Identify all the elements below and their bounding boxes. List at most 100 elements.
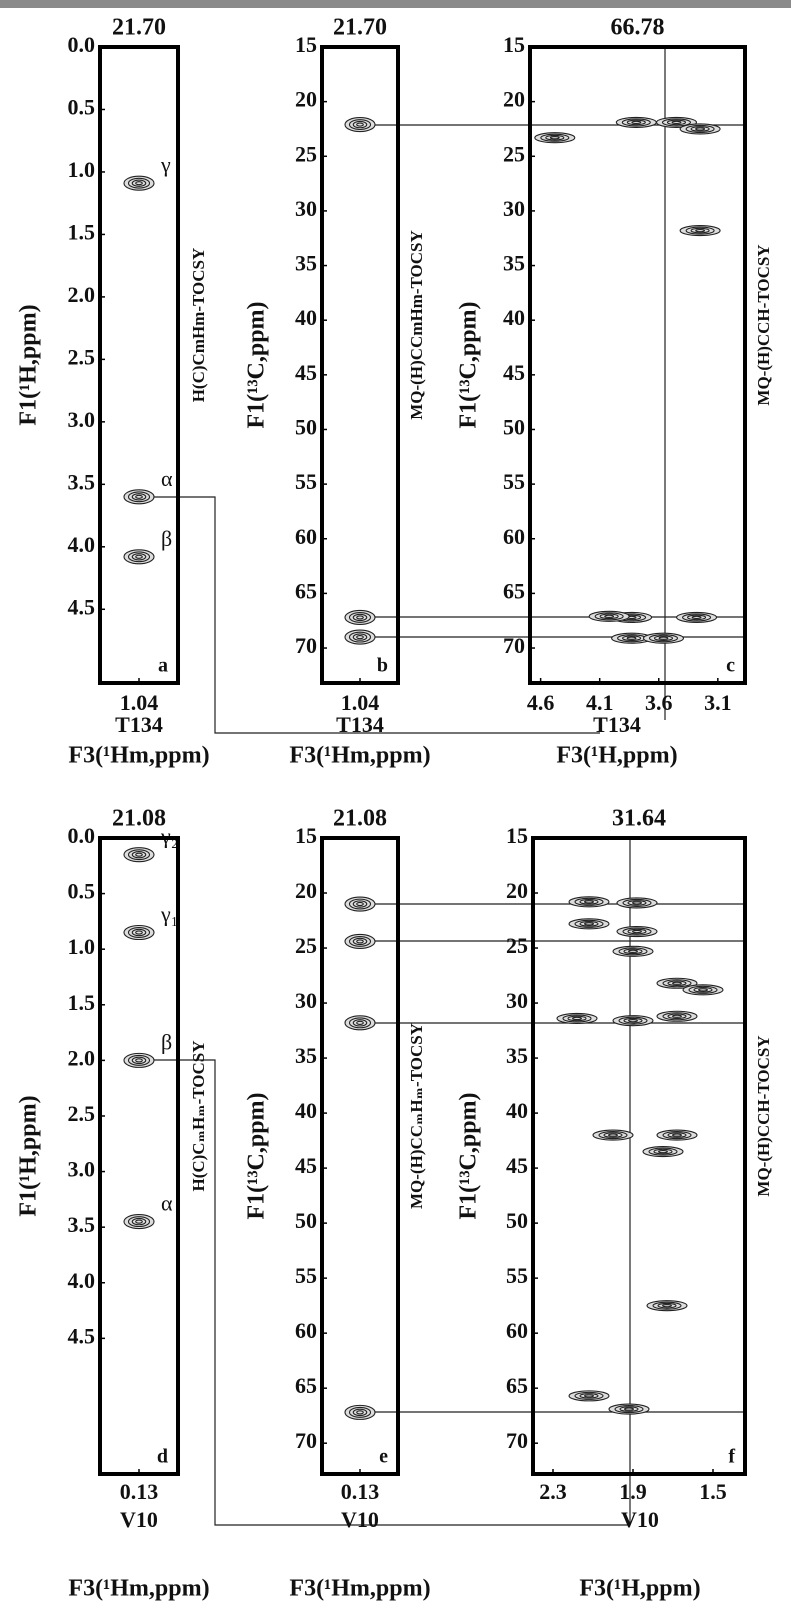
- contour: [348, 1406, 372, 1418]
- y-tick-label: 50: [295, 1208, 317, 1233]
- contour: [622, 927, 652, 936]
- contour: [619, 1406, 639, 1412]
- contour: [356, 635, 364, 640]
- contour: [584, 900, 594, 904]
- peak: [646, 1300, 688, 1312]
- contour: [621, 118, 651, 127]
- y-tick-label: 60: [506, 1318, 528, 1343]
- contour: [626, 636, 637, 640]
- contour: [356, 122, 364, 127]
- y-tick-label: 20: [506, 878, 528, 903]
- contour: [632, 901, 642, 905]
- contour: [687, 614, 707, 621]
- y-tick-label: 20: [503, 87, 525, 112]
- contour: [662, 1303, 672, 1308]
- peak: [568, 1390, 610, 1402]
- contour: [127, 1054, 151, 1066]
- x-tick-label: 0.13: [341, 1479, 380, 1504]
- y-tick-label: 40: [503, 305, 525, 330]
- y-tick-label: 45: [506, 1153, 528, 1178]
- contour: [652, 1301, 682, 1310]
- contour: [653, 1148, 673, 1155]
- y-tick-label: 35: [506, 1043, 528, 1068]
- contour: [603, 1132, 623, 1138]
- contour: [658, 636, 669, 640]
- contour: [623, 948, 643, 955]
- x-tick-label: 3.6: [645, 690, 673, 715]
- y-tick-label: 45: [295, 1153, 317, 1178]
- contour: [352, 120, 368, 129]
- plot-frame: [528, 45, 747, 685]
- y-tick-label: 1.5: [68, 219, 96, 244]
- y-tick-label: 4.5: [68, 594, 96, 619]
- peak: [679, 225, 721, 237]
- contour: [131, 928, 147, 937]
- contour: [348, 935, 372, 947]
- contour: [631, 120, 642, 125]
- peak: [682, 984, 724, 996]
- y-tick-label: 65: [503, 578, 525, 603]
- y-tick-label: 35: [295, 1043, 317, 1068]
- y-tick-label: 20: [295, 87, 317, 112]
- y-tick-label: 3.5: [68, 1212, 96, 1237]
- contour: [666, 119, 687, 126]
- y-tick-label: 4.0: [68, 1268, 96, 1293]
- peak: [344, 933, 376, 949]
- contour: [661, 118, 692, 127]
- contour: [627, 900, 647, 906]
- contour: [579, 921, 599, 927]
- contour: [348, 898, 372, 910]
- x-tick-label: 2.3: [539, 1479, 567, 1504]
- contour: [348, 631, 372, 643]
- y-tick-label: 2.0: [68, 282, 96, 307]
- x-tick-label: 4.6: [527, 690, 555, 715]
- contour: [352, 613, 368, 622]
- y-tick-label: 45: [295, 360, 317, 385]
- contour: [135, 1058, 143, 1063]
- contour: [567, 1015, 587, 1022]
- y-tick-label: 65: [295, 578, 317, 603]
- contour: [579, 1393, 599, 1399]
- contour: [624, 1407, 634, 1411]
- contour: [135, 1219, 143, 1224]
- contour: [352, 900, 368, 908]
- x-tick-label: 3.1: [704, 690, 732, 715]
- residue-label: V10: [120, 1507, 158, 1532]
- y-tick-label: 50: [295, 415, 317, 440]
- peak: [556, 1012, 598, 1025]
- top-bar: [0, 0, 791, 8]
- contour: [622, 635, 642, 641]
- contour: [648, 1147, 678, 1156]
- experiment-label: MQ-(H)CCH-TOCSY: [754, 244, 773, 405]
- y-axis-label: F1(¹³C,ppm): [244, 301, 270, 428]
- contour: [562, 1014, 592, 1023]
- y-axis-label: F1(¹H,ppm): [16, 1095, 42, 1216]
- peak-label: α: [161, 1191, 173, 1216]
- experiment-label: H(C)CmHm-TOCSY: [189, 248, 208, 403]
- panel-letter: c: [726, 655, 735, 677]
- y-tick-label: 35: [295, 251, 317, 276]
- y-tick-label: 2.0: [68, 1045, 96, 1070]
- contour: [672, 1014, 682, 1018]
- contour: [653, 635, 674, 641]
- contour: [356, 1020, 364, 1025]
- contour: [352, 633, 368, 641]
- x-tick-label: 0.13: [120, 1479, 159, 1504]
- peak: [344, 896, 376, 912]
- y-tick-label: 15: [295, 823, 317, 848]
- contour: [545, 134, 565, 141]
- y-axis-label: F1(¹³C,ppm): [456, 301, 482, 428]
- y-tick-label: 25: [503, 141, 525, 166]
- peak-label: γ₁: [160, 902, 178, 927]
- peak-label: β: [161, 1029, 172, 1054]
- contour: [135, 930, 143, 935]
- peak: [616, 897, 658, 909]
- y-tick-label: 60: [295, 524, 317, 549]
- contour: [131, 493, 147, 501]
- contour: [356, 901, 364, 907]
- contour: [356, 1410, 364, 1415]
- peak: [123, 847, 155, 863]
- contour: [127, 491, 151, 503]
- x-tick-label: 1.9: [619, 1479, 647, 1504]
- experiment-label: MQ-(H)CCₘHₘ-TOCSY: [407, 1023, 426, 1209]
